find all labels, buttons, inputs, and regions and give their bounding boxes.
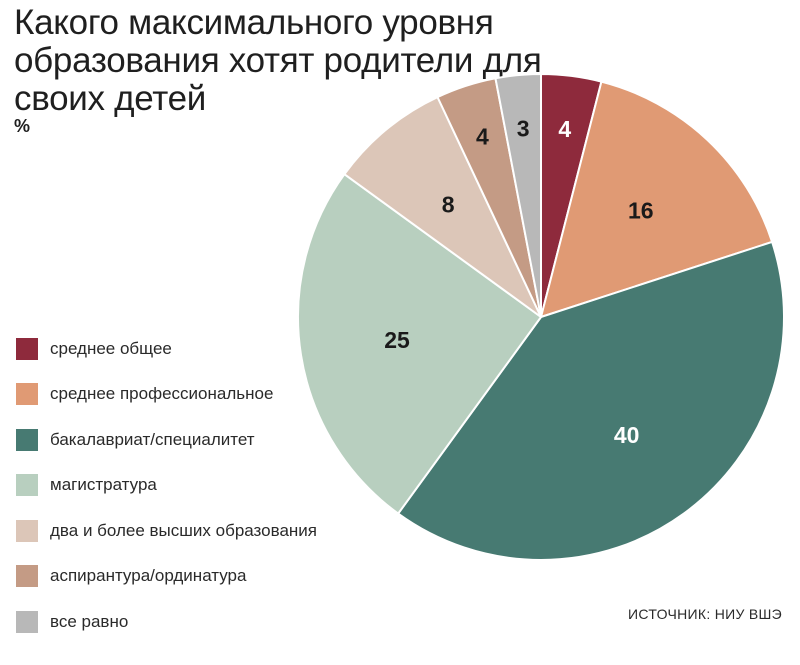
- unit-label: %: [14, 116, 31, 136]
- pie-labels: 4 16 40 25 8 4 3: [384, 115, 653, 448]
- source-note: ИСТОЧНИК: НИУ ВШЭ: [628, 606, 782, 622]
- legend-item-2: среднее профессиональное: [16, 372, 317, 418]
- legend-label: магистратура: [50, 475, 157, 495]
- pie-slices: [297, 72, 786, 561]
- legend-swatch: [16, 337, 38, 360]
- chart-title: Какого максимального уровня образования …: [14, 3, 542, 118]
- pie-slice-3: [396, 240, 786, 561]
- legend-swatch: [16, 519, 38, 542]
- legend-item-7: все равно: [16, 599, 317, 645]
- legend-label: среднее профессиональное: [50, 384, 274, 404]
- pie-value-label-3: 40: [614, 422, 640, 448]
- pie-value-label-2: 16: [628, 198, 654, 224]
- pie-slice-5: [343, 95, 542, 318]
- legend-swatch: [16, 565, 38, 588]
- legend-label: все равно: [50, 611, 129, 631]
- pie-slice-7: [494, 72, 542, 318]
- legend-label: два и более высших образования: [50, 520, 317, 540]
- legend-item-6: аспирантура/ординатура: [16, 554, 317, 600]
- legend-swatch: [16, 610, 38, 633]
- pie-slice-4: [297, 172, 543, 515]
- legend-swatch: [16, 474, 38, 497]
- legend-item-3: бакалавриат/специалитет: [16, 417, 317, 463]
- legend-item-4: магистратура: [16, 463, 317, 509]
- pie-value-label-1: 4: [558, 116, 571, 142]
- legend-swatch: [16, 428, 38, 451]
- legend-swatch: [16, 383, 38, 406]
- legend-item-5: два и более высших образования: [16, 508, 317, 554]
- pie-value-label-5: 8: [442, 192, 455, 218]
- legend: среднее общее среднее профессиональное бак…: [16, 326, 317, 645]
- pie-slice-2: [539, 80, 774, 319]
- pie-value-label-7: 3: [517, 115, 530, 141]
- pie-value-label-4: 25: [384, 327, 410, 353]
- legend-label: бакалавриат/специалитет: [50, 429, 255, 449]
- pie-value-label-6: 4: [476, 124, 489, 150]
- legend-label: среднее общее: [50, 338, 172, 358]
- legend-label: аспирантура/ординатура: [50, 566, 247, 586]
- legend-item-1: среднее общее: [16, 326, 317, 372]
